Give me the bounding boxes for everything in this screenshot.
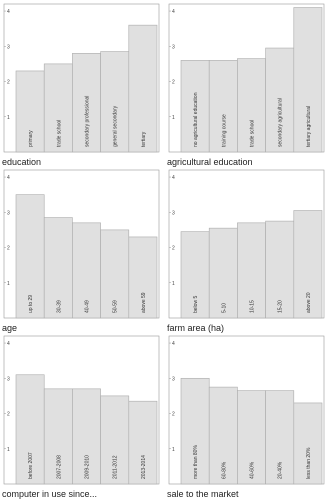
category-label: 40-49 [85,300,91,313]
category-label: 2011-2012 [113,455,119,479]
y-tick-label: 2 [7,412,10,418]
bar [43,217,73,319]
category-label: training course [221,114,227,147]
bar [293,210,323,319]
x-axis-label: agricultural education [167,157,253,167]
bar [293,7,323,153]
y-tick-label: 2 [7,246,10,252]
category-label: 2009-2010 [85,455,91,479]
y-tick-label: 1 [172,447,175,453]
category-label: less than 20% [306,447,312,479]
bar [237,390,266,485]
category-label: 2013-2014 [141,455,147,479]
y-tick-label: 1 [7,115,10,121]
category-label: primary [28,130,34,147]
bar [180,60,210,153]
bar [265,390,295,485]
category-label: 40-60% [250,461,256,479]
category-label: 2007-2008 [56,455,62,479]
y-tick-label: 2 [172,246,175,252]
category-label: 20-40% [278,461,284,479]
bar [100,229,130,319]
y-tick-label: 4 [7,175,10,181]
bar [128,400,158,485]
bar [72,222,101,319]
y-tick-label: 3 [172,210,175,216]
bar [15,70,45,153]
y-tick-label: 3 [7,44,10,50]
x-axis-label: sale to the market [167,489,239,499]
x-axis-label: computer in use since... [2,489,97,499]
y-tick-label: 4 [7,9,10,15]
bar [128,236,158,319]
y-tick-label: 1 [7,281,10,287]
bar [208,227,238,319]
category-label: secondary agricultural [278,98,284,147]
category-label: 10-15 [250,300,256,313]
category-label: tertiary [141,131,147,147]
y-tick-label: 4 [172,341,175,347]
bar [180,231,210,319]
category-label: 60-80% [221,461,227,479]
bar [15,194,45,319]
category-label: up to 29 [28,295,34,313]
bar [237,222,266,319]
y-tick-label: 1 [172,281,175,287]
bar [265,47,295,153]
bar [208,60,238,153]
category-label: trade school [56,120,62,147]
category-label: 30-39 [56,300,62,313]
bar [180,377,210,485]
y-tick-label: 2 [172,412,175,418]
y-tick-label: 3 [7,376,10,382]
category-label: 15-20 [278,300,284,313]
y-tick-label: 3 [172,44,175,50]
category-label: above 20 [306,292,312,313]
y-tick-label: 3 [7,210,10,216]
category-label: before 2007 [28,452,34,479]
bar [43,388,73,485]
x-axis-label: farm area (ha) [167,323,224,333]
category-label: tertiary agricultural [306,106,312,147]
bar [128,24,158,153]
y-tick-label: 1 [7,447,10,453]
category-label: more than 80% [193,445,199,479]
category-label: 50-59 [113,300,119,313]
bar [293,402,323,485]
bar [208,386,238,485]
x-axis-label: education [2,157,41,167]
category-label: secondary professional [85,96,91,147]
category-label: 5-10 [221,303,227,313]
category-label: general secondary [113,105,119,147]
y-tick-label: 1 [172,115,175,121]
bar [15,374,45,485]
y-tick-label: 4 [7,341,10,347]
y-tick-label: 2 [7,80,10,86]
y-tick-label: 4 [172,175,175,181]
x-axis-label: age [2,323,17,333]
category-label: above 59 [141,292,147,313]
y-tick-label: 3 [172,376,175,382]
category-label: below 5 [193,296,199,313]
bar [72,388,101,485]
y-tick-label: 4 [172,9,175,15]
bar [43,63,73,153]
category-label: trade school [250,120,256,147]
bar [237,58,266,153]
y-tick-label: 2 [172,80,175,86]
category-label: no agricultural education [193,92,199,147]
bar [100,395,130,485]
